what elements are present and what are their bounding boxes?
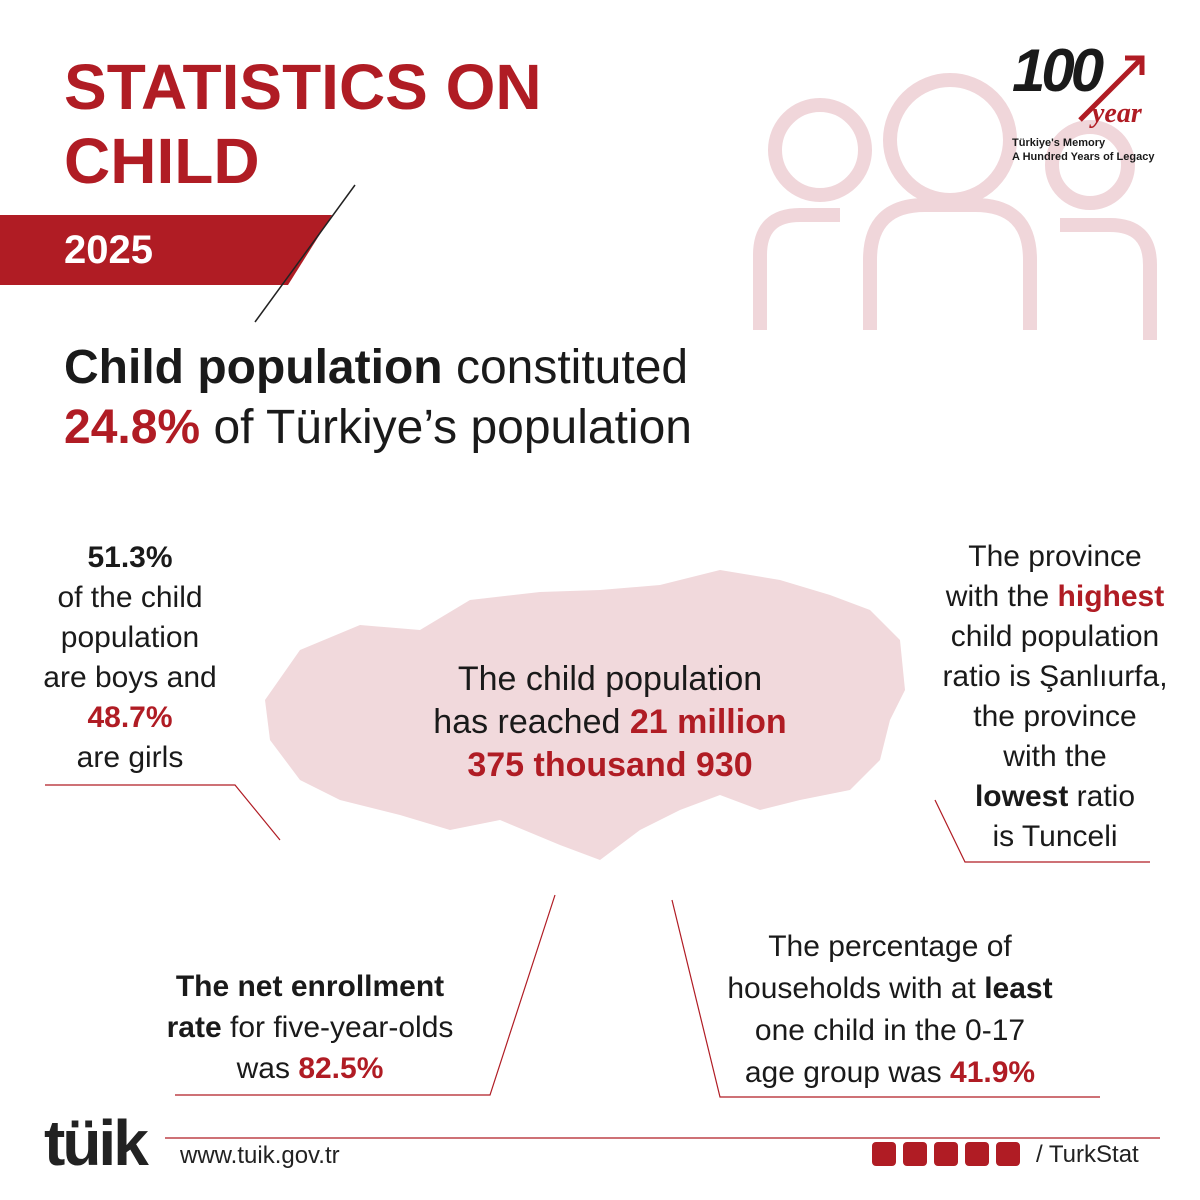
gender-block: 51.3% of the child population are boys a… [10, 538, 250, 778]
badge-tagline: A Hundred Years of Legacy [1012, 151, 1155, 163]
stat-text: are boys and [43, 661, 217, 694]
province-block: The province with the highest child popu… [915, 537, 1195, 857]
badge-arrow [1078, 55, 1145, 122]
stat-value: 21 million [629, 703, 787, 741]
stat-text: child population [950, 620, 1160, 653]
headline-value: 24.8% [64, 401, 201, 454]
divider [254, 184, 356, 323]
headline-text: of Türkiye’s population [213, 401, 692, 454]
stat-value: 51.3% [87, 541, 173, 574]
stat-value: 82.5% [298, 1052, 384, 1085]
title: STATISTICS ON CHILD [64, 50, 542, 198]
year: 2025 [64, 228, 153, 272]
badge-tagline: Türkiye's Memory [1012, 137, 1106, 149]
stat-text: was [236, 1052, 290, 1085]
footer-logo: tüik [44, 1107, 149, 1179]
map [265, 570, 905, 860]
stat-text: the province [973, 700, 1137, 733]
footer-url[interactable]: www.tuik.gov.tr [180, 1142, 340, 1169]
stat-text: of the child [57, 581, 203, 614]
stat-text: The child population [457, 660, 763, 698]
stat-text: age group was [744, 1056, 942, 1089]
stat-text: The percentage of [768, 930, 1012, 963]
connector-lines [45, 784, 1160, 1139]
title-line: CHILD [64, 125, 260, 197]
stat-strong: lowest [974, 780, 1069, 813]
stat-value: 48.7% [87, 701, 173, 734]
headline-text: constituted [455, 341, 689, 394]
households-block: The percentage of households with at lea… [690, 926, 1090, 1094]
family-icon [753, 73, 1157, 340]
stat-strong: The net enrollment [175, 970, 445, 1003]
stat-strong: rate [166, 1011, 222, 1044]
stat-text: is Tunceli [992, 820, 1118, 853]
social-icons [872, 1142, 1020, 1166]
stat-text: population [60, 621, 200, 654]
stat-text: for five-year-olds [229, 1011, 454, 1044]
badge-number: 100 [1012, 37, 1104, 104]
total-block: The child population has reached 21 mill… [370, 658, 850, 787]
badge: 100 year Türkiye's Memory A Hundred Year… [1012, 40, 1162, 164]
enrollment-block: The net enrollment rate for five-year-ol… [110, 966, 510, 1089]
stat-text: ratio is Şanlıurfa, [942, 660, 1168, 693]
title-line: STATISTICS ON [64, 51, 542, 123]
headline: Child population constituted 24.8% of Tü… [64, 338, 692, 458]
footer-handle: / TurkStat [1036, 1141, 1139, 1168]
stat-text: one child in the 0-17 [754, 1014, 1026, 1047]
stat-text: with the [945, 580, 1050, 613]
stat-strong: highest [1057, 580, 1165, 613]
stat-text: ratio [1076, 780, 1136, 813]
stat-text: has reached [433, 703, 621, 741]
stat-value: 375 thousand 930 [467, 746, 753, 784]
stat-text: The province [968, 540, 1142, 573]
stat-strong: least [984, 972, 1053, 1005]
headline-strong: Child population [64, 341, 443, 394]
year-band [0, 215, 332, 285]
stat-text: with the [1003, 740, 1107, 773]
stat-value: 41.9% [950, 1056, 1036, 1089]
stat-text: are girls [76, 741, 184, 774]
badge-word: year [1092, 98, 1142, 129]
stat-text: households with at [727, 972, 976, 1005]
